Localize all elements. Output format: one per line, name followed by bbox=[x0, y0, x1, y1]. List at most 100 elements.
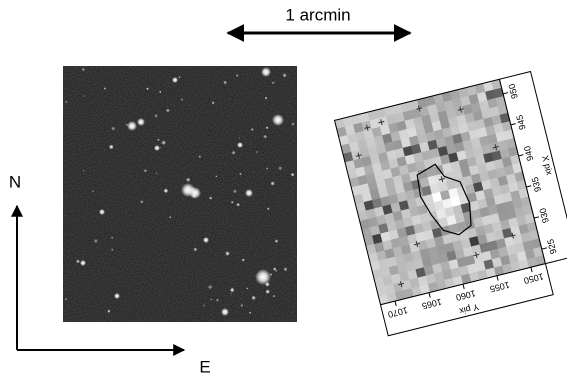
pixel bbox=[460, 238, 472, 249]
pixel bbox=[386, 221, 398, 232]
pixel bbox=[400, 101, 412, 113]
pixel bbox=[351, 114, 362, 125]
pixel bbox=[452, 275, 464, 287]
pixel bbox=[487, 98, 498, 109]
pixel bbox=[495, 202, 507, 214]
pixel bbox=[501, 192, 513, 204]
pixel bbox=[390, 237, 402, 249]
pixel bbox=[481, 250, 493, 262]
pixel bbox=[394, 290, 406, 301]
star bbox=[255, 269, 271, 285]
pixel bbox=[411, 286, 423, 297]
pixel bbox=[431, 120, 443, 132]
pixel bbox=[433, 200, 445, 212]
pixel bbox=[392, 246, 404, 257]
pixel bbox=[520, 232, 532, 243]
pixel bbox=[445, 108, 457, 120]
pixel bbox=[516, 179, 528, 191]
pixel bbox=[468, 164, 480, 176]
pixel bbox=[438, 217, 449, 228]
pixel bbox=[369, 153, 381, 165]
pixel bbox=[452, 97, 463, 109]
pixel bbox=[448, 152, 459, 164]
pixel bbox=[483, 187, 495, 199]
x-tick-label: 935 bbox=[530, 176, 543, 193]
star bbox=[235, 74, 239, 77]
pixel bbox=[351, 185, 362, 197]
pixel bbox=[361, 227, 373, 238]
pixel bbox=[497, 211, 509, 222]
pixel bbox=[481, 144, 492, 155]
pixel bbox=[495, 238, 507, 250]
star bbox=[290, 172, 295, 177]
star bbox=[202, 304, 206, 307]
pixel bbox=[375, 179, 387, 190]
pixel bbox=[373, 135, 385, 146]
pixel bbox=[415, 160, 426, 172]
pixel bbox=[493, 265, 505, 277]
star bbox=[159, 90, 162, 94]
pixel bbox=[355, 130, 366, 142]
pixel bbox=[442, 269, 454, 281]
pixel bbox=[468, 93, 480, 105]
pixel bbox=[404, 189, 416, 201]
pixel bbox=[514, 206, 526, 218]
pixel bbox=[491, 221, 503, 233]
star bbox=[221, 308, 229, 316]
pixel bbox=[437, 145, 449, 157]
star bbox=[211, 101, 215, 105]
pixel bbox=[388, 158, 400, 170]
star bbox=[239, 172, 242, 176]
pixel bbox=[382, 204, 393, 216]
pixel bbox=[466, 227, 478, 239]
pixel bbox=[371, 197, 383, 209]
pixel bbox=[400, 208, 412, 220]
pixel bbox=[429, 254, 441, 266]
pixel bbox=[481, 215, 493, 226]
x-tick bbox=[526, 185, 532, 188]
pixel bbox=[456, 185, 468, 197]
star bbox=[231, 150, 236, 155]
pixel bbox=[369, 118, 381, 130]
pixel bbox=[408, 170, 420, 182]
star bbox=[178, 76, 181, 79]
pixel bbox=[518, 259, 530, 271]
pixel bbox=[450, 267, 462, 279]
pixel bbox=[372, 233, 383, 245]
pixel bbox=[458, 265, 470, 277]
pixel bbox=[487, 204, 499, 216]
pixel bbox=[433, 235, 445, 247]
y-tick bbox=[462, 284, 465, 290]
pixel bbox=[386, 149, 397, 161]
pixel bbox=[462, 175, 474, 187]
pixel bbox=[396, 156, 408, 167]
star bbox=[264, 281, 270, 287]
pixel bbox=[407, 269, 418, 281]
star bbox=[265, 126, 269, 130]
pixel bbox=[464, 183, 476, 195]
pixel bbox=[363, 199, 375, 211]
pixel bbox=[476, 127, 488, 139]
pixel bbox=[402, 216, 414, 228]
pixel bbox=[427, 246, 439, 258]
pixel bbox=[479, 171, 490, 183]
pixel bbox=[487, 133, 498, 145]
pixel bbox=[382, 275, 394, 287]
pixel bbox=[417, 275, 429, 287]
pixel bbox=[376, 250, 387, 262]
pixel bbox=[477, 198, 488, 210]
pixel bbox=[392, 103, 403, 115]
pixel bbox=[394, 112, 406, 124]
pixel bbox=[357, 174, 369, 186]
star bbox=[271, 81, 275, 85]
pixel bbox=[493, 87, 505, 99]
pixel bbox=[437, 110, 449, 122]
star bbox=[225, 251, 230, 256]
pixel bbox=[489, 213, 501, 224]
pixel bbox=[466, 85, 478, 97]
star bbox=[76, 259, 80, 264]
pixel bbox=[510, 225, 521, 237]
pixel bbox=[376, 214, 387, 226]
pixel bbox=[427, 104, 439, 115]
